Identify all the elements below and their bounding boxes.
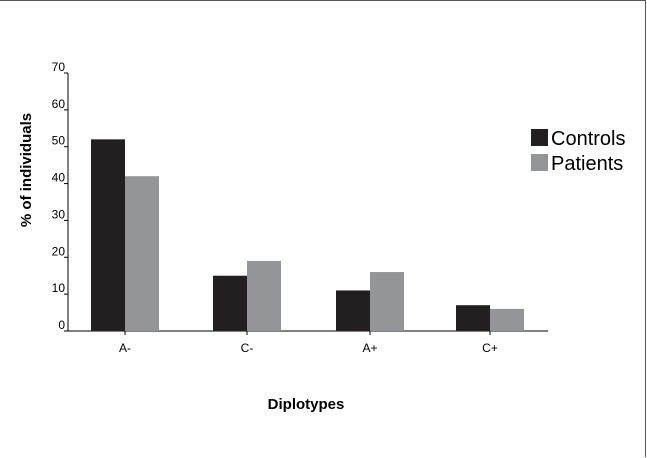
y-tick-label: 20 bbox=[52, 244, 66, 258]
bar-controls-4 bbox=[456, 305, 490, 331]
legend-label-controls: Controls bbox=[551, 128, 625, 150]
legend-swatch-controls bbox=[531, 129, 548, 146]
y-tick-label: 50 bbox=[52, 134, 66, 148]
legend-label-patients: Patients bbox=[551, 153, 623, 175]
x-tick-label: A+ bbox=[362, 341, 377, 355]
y-tick-label: 40 bbox=[52, 171, 66, 185]
y-tick-label: 70 bbox=[52, 60, 66, 74]
bar-patients-1 bbox=[125, 176, 159, 331]
bar-controls-1 bbox=[91, 139, 125, 331]
bar-patients-3 bbox=[370, 272, 404, 331]
bar-controls-3 bbox=[336, 290, 370, 331]
bar-patients-2 bbox=[247, 260, 281, 331]
legend: Controls Patients bbox=[531, 128, 625, 175]
x-axis-title: Diplotypes bbox=[268, 396, 345, 413]
bar-controls-2 bbox=[213, 275, 247, 331]
x-tick-label: A- bbox=[119, 341, 131, 355]
bar-patients-4 bbox=[490, 308, 524, 331]
y-tick-label: 30 bbox=[52, 207, 66, 221]
x-tick-label: C+ bbox=[482, 341, 498, 355]
y-tick-label: 60 bbox=[52, 97, 66, 111]
x-tick-label: C- bbox=[241, 341, 254, 355]
y-tick-label: 0 bbox=[58, 318, 65, 332]
plot-area: 0 10 20 30 40 50 60 70 A- C- A+ C+ bbox=[52, 60, 548, 355]
y-tick-label: 10 bbox=[52, 281, 66, 295]
legend-swatch-patients bbox=[531, 154, 548, 171]
y-axis-title: % of individuals bbox=[18, 113, 35, 227]
